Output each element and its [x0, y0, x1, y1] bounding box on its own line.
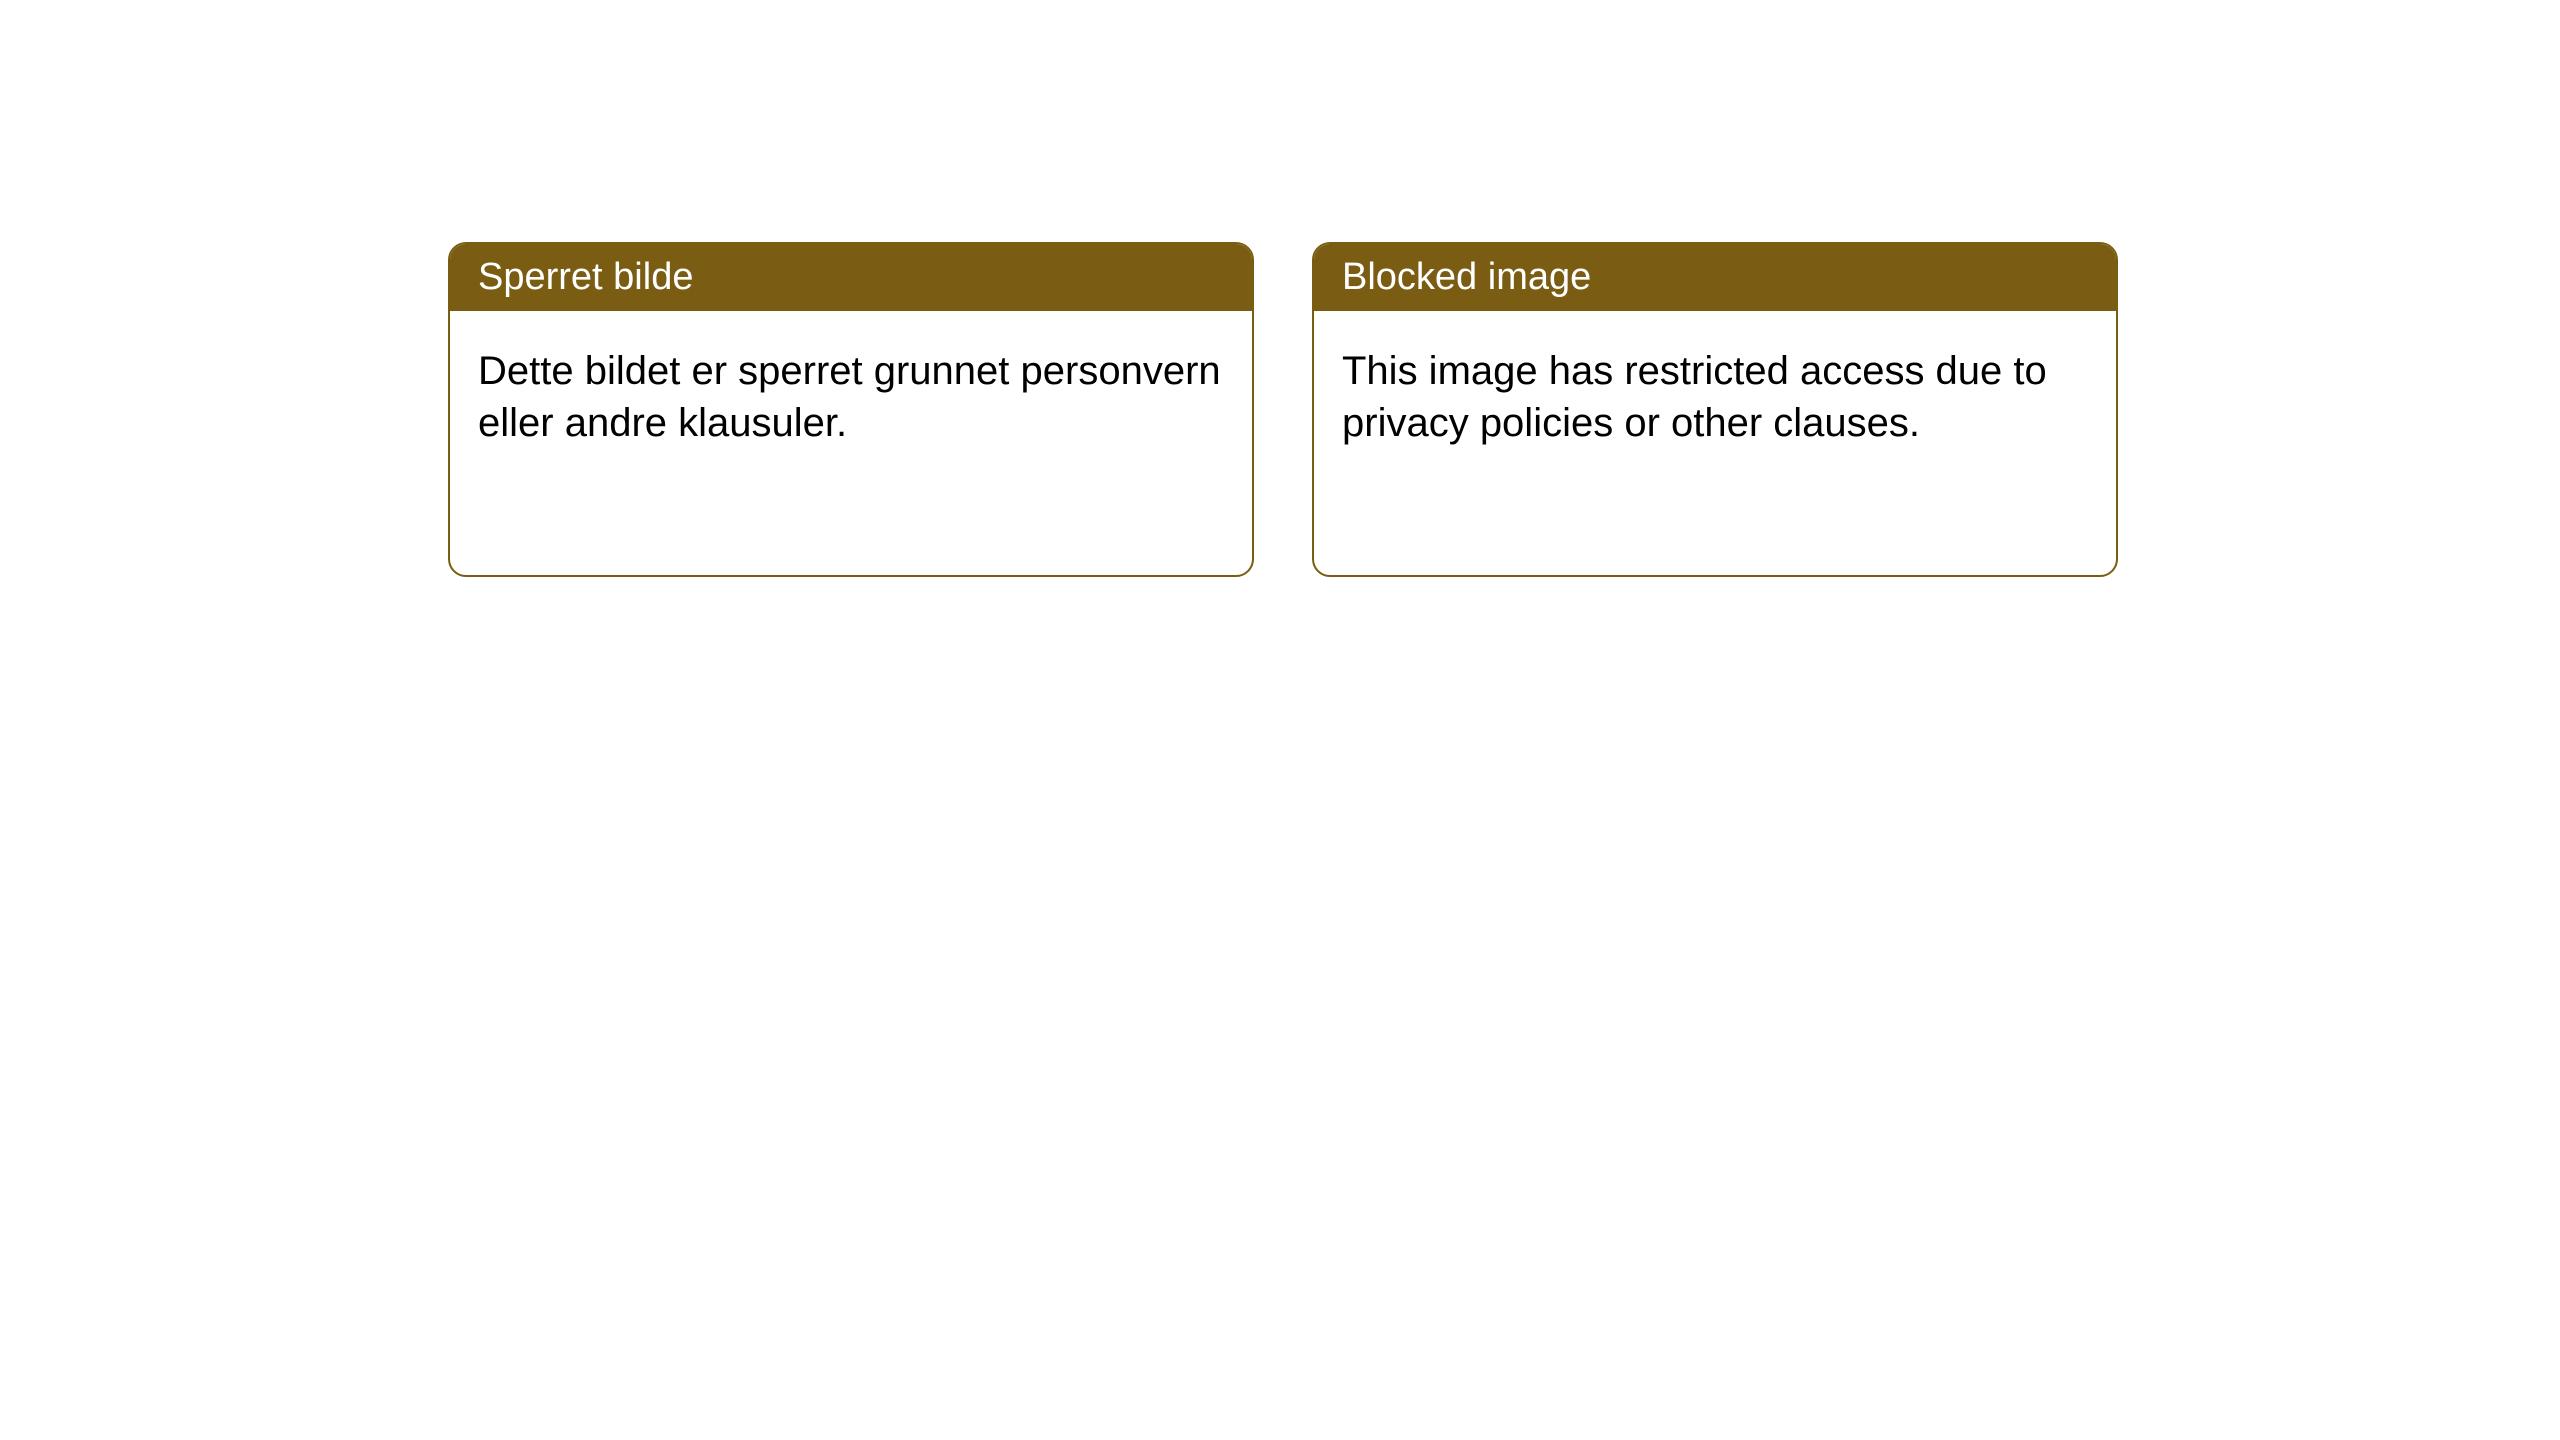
card-title: Sperret bilde — [478, 256, 693, 298]
card-message: This image has restricted access due to … — [1342, 349, 2047, 445]
notice-card-english: Blocked image This image has restricted … — [1312, 242, 2118, 577]
card-body: This image has restricted access due to … — [1314, 311, 2116, 483]
blocked-image-notices: Sperret bilde Dette bildet er sperret gr… — [448, 242, 2118, 577]
card-message: Dette bildet er sperret grunnet personve… — [478, 349, 1221, 445]
card-body: Dette bildet er sperret grunnet personve… — [450, 311, 1252, 483]
card-header: Blocked image — [1314, 244, 2116, 311]
card-title: Blocked image — [1342, 256, 1591, 298]
card-header: Sperret bilde — [450, 244, 1252, 311]
notice-card-norwegian: Sperret bilde Dette bildet er sperret gr… — [448, 242, 1254, 577]
